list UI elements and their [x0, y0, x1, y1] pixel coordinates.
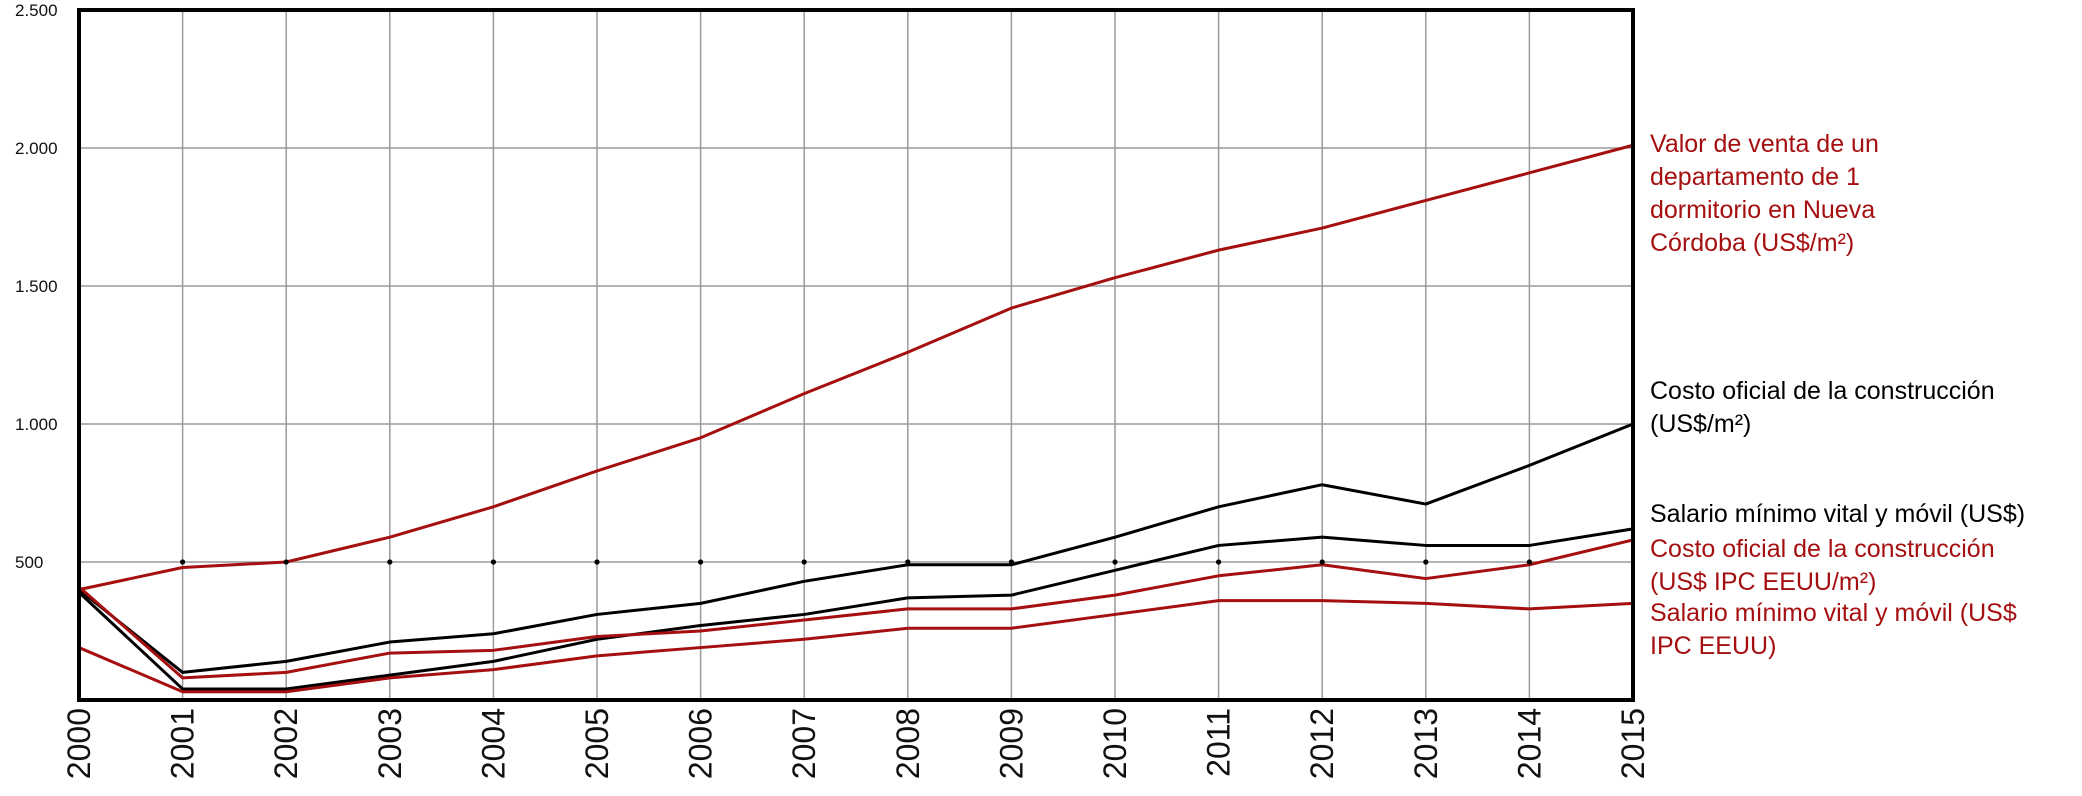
legend-entry-5: Salario mínimo vital y móvil (US$ IPC EE… [1650, 599, 2017, 660]
reference-marker [1112, 559, 1118, 565]
x-tick-label: 2014 [1511, 708, 1547, 779]
x-tick-labels: 2000 2001 2002 2003 2004 2005 2006 2007 2008 2009… [61, 708, 1651, 779]
x-tick-label: 2015 [1615, 708, 1651, 779]
series-line-1 [78, 143, 1634, 592]
x-tick-label: 2007 [786, 708, 822, 779]
reference-markers [180, 559, 1532, 565]
y-tick-label: 1.000 [15, 415, 58, 434]
reference-marker [180, 559, 186, 565]
x-tick-label: 2005 [579, 708, 615, 779]
x-tick-label: 2002 [268, 708, 304, 779]
y-tick-label: 500 [15, 553, 43, 572]
reference-marker [1008, 559, 1015, 565]
series-line-5 [78, 599, 1634, 694]
reference-marker [387, 559, 393, 565]
y-tick-label: 2.500 [15, 1, 58, 20]
x-tick-label: 2000 [61, 708, 97, 779]
legend-entry-1: Valor de venta de un departamento de 1 d… [1650, 130, 1879, 257]
grid-lines [79, 9, 1633, 700]
x-tick-label: 2008 [890, 708, 926, 779]
x-tick-label: 2010 [1097, 708, 1133, 779]
reference-marker [1526, 559, 1532, 565]
reference-marker [1319, 559, 1325, 565]
x-tick-label: 2001 [165, 708, 201, 779]
legend-entry-4: Costo oficial de la construcción (US$ IP… [1650, 535, 1995, 596]
legend-entry-2: Costo oficial de la construcción (US$/m²… [1650, 377, 1995, 438]
plot-frame [77, 8, 1635, 702]
reference-marker [283, 559, 289, 565]
y-tick-label: 1.500 [15, 277, 58, 296]
x-tick-label: 2004 [475, 708, 511, 779]
reference-marker [1216, 559, 1222, 565]
reference-marker [698, 559, 704, 565]
reference-marker [1423, 559, 1429, 565]
x-tick-label: 2006 [683, 708, 719, 779]
x-tick-label: 2012 [1304, 708, 1340, 779]
series-line-2 [78, 422, 1634, 674]
reference-marker [594, 559, 600, 565]
x-tick-label: 2009 [993, 708, 1029, 779]
series-line-3 [77, 527, 1634, 691]
reference-marker [905, 559, 911, 565]
series-lines [77, 143, 1634, 694]
reference-marker [801, 559, 807, 565]
legend-entry-3: Salario mínimo vital y móvil (US$) [1650, 500, 2026, 528]
reference-marker [490, 559, 496, 565]
x-tick-label: 2013 [1408, 708, 1444, 779]
x-tick-label: 2003 [372, 708, 408, 779]
y-tick-label: 2.000 [15, 139, 58, 158]
series-line-4 [78, 538, 1634, 680]
x-tick-label: 2011 [1201, 708, 1237, 777]
y-tick-labels: 500 1.000 1.500 2.000 2.500 [15, 1, 58, 572]
